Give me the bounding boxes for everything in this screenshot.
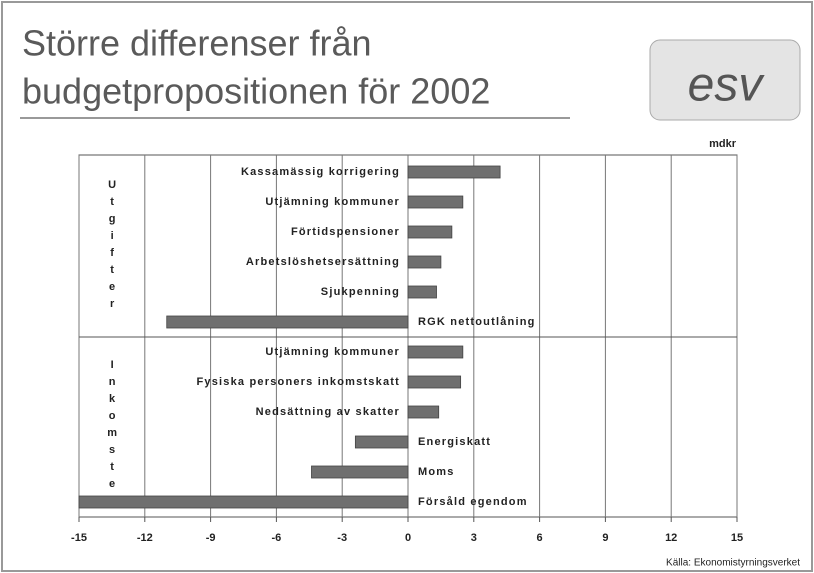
group-label: Utgifter xyxy=(106,179,118,315)
x-tick-label: 15 xyxy=(731,532,743,544)
x-tick-label: 3 xyxy=(471,532,477,544)
category-label: Kassamässig korrigering xyxy=(241,166,400,178)
category-label: Utjämning kommuner xyxy=(265,346,400,358)
category-label: Sjukpenning xyxy=(321,286,400,298)
x-tick-label: -12 xyxy=(137,532,153,544)
x-tick-label: -15 xyxy=(71,532,87,544)
bar xyxy=(407,375,462,389)
x-tick-label: -3 xyxy=(337,532,347,544)
bar xyxy=(407,255,442,269)
title-line: Större differenser från xyxy=(22,23,372,64)
category-label: Nedsättning av skatter xyxy=(256,406,400,418)
source: Källa: Ekonomistyrningsverket xyxy=(666,558,800,569)
bar xyxy=(407,225,453,239)
bar xyxy=(166,315,409,329)
bar xyxy=(311,465,409,479)
bar xyxy=(407,405,440,419)
bar xyxy=(407,195,464,209)
bar xyxy=(407,345,464,359)
bar xyxy=(78,495,409,509)
logo: esv xyxy=(688,59,766,112)
group-label: Inkomster xyxy=(106,359,118,512)
category-label: Utjämning kommuner xyxy=(265,196,400,208)
unit-label: mdkr xyxy=(709,138,737,150)
category-label: Moms xyxy=(418,466,455,478)
x-tick-label: 9 xyxy=(602,532,608,544)
category-label: Fysiska personers inkomstskatt xyxy=(196,376,400,388)
title-line: budgetpropositionen för 2002 xyxy=(22,71,490,112)
category-label: Försåld egendom xyxy=(418,496,528,508)
bar xyxy=(354,435,409,449)
category-label: Arbetslöshetsersättning xyxy=(246,256,400,268)
x-tick-label: 0 xyxy=(405,532,411,544)
bar xyxy=(407,165,501,179)
bar xyxy=(407,285,437,299)
category-label: Energiskatt xyxy=(418,436,491,448)
logo-box xyxy=(649,39,801,121)
x-tick-label: -6 xyxy=(272,532,282,544)
x-tick-label: -9 xyxy=(206,532,216,544)
category-label: RGK nettoutlåning xyxy=(418,316,536,328)
x-tick-label: 6 xyxy=(537,532,543,544)
x-tick-label: 12 xyxy=(665,532,677,544)
category-label: Förtidspensioner xyxy=(291,226,400,238)
